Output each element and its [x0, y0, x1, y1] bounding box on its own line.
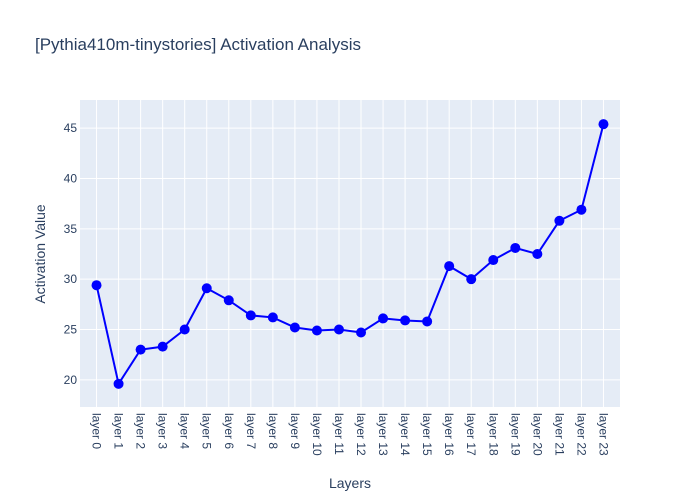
y-tick-label: 35: [64, 222, 78, 236]
data-point: [532, 249, 543, 260]
y-tick-label: 45: [64, 121, 78, 135]
data-point: [267, 312, 278, 323]
data-point: [510, 242, 521, 253]
x-tick-label: layer 18: [486, 413, 500, 456]
x-tick-label: layer 20: [530, 413, 544, 456]
x-tick-label: layer 8: [266, 413, 280, 449]
data-point: [113, 378, 124, 389]
y-axis-title: Activation Value: [32, 204, 48, 304]
x-tick-label: layer 9: [288, 413, 302, 449]
x-axis-title: Layers: [329, 475, 371, 491]
x-tick-labels: layer 0 layer 1 layer 2 layer 3 layer 4 layer…: [90, 413, 611, 456]
x-tick-label: layer 23: [596, 413, 610, 456]
data-point: [554, 215, 565, 226]
data-point: [311, 325, 322, 336]
x-tick-label: layer 16: [442, 413, 456, 456]
x-tick-label: layer 6: [222, 413, 236, 449]
data-point: [598, 119, 609, 130]
chart-title: [Pythia410m-tinystories] Activation Anal…: [35, 35, 361, 54]
data-point: [333, 324, 344, 335]
data-point: [400, 315, 411, 326]
data-point: [223, 295, 234, 306]
series-markers: [91, 119, 609, 389]
x-tick-label: layer 17: [464, 413, 478, 456]
data-point: [488, 255, 499, 266]
y-tick-label: 20: [64, 373, 78, 387]
x-tick-label: layer 7: [244, 413, 258, 449]
data-point: [135, 344, 146, 355]
x-tick-label: layer 21: [552, 413, 566, 456]
x-tick-label: layer 2: [134, 413, 148, 449]
x-tick-label: layer 19: [508, 413, 522, 456]
y-tick-labels: 20 25 30 35 40 45: [64, 121, 78, 387]
grid-lines: [80, 100, 620, 407]
x-tick-label: layer 10: [310, 413, 324, 456]
x-tick-label: layer 4: [178, 413, 192, 449]
x-tick-label: layer 15: [420, 413, 434, 456]
data-point: [356, 327, 367, 338]
x-tick-label: layer 1: [112, 413, 126, 449]
data-point: [179, 324, 190, 335]
x-tick-label: layer 11: [332, 413, 346, 455]
x-tick-label: layer 3: [156, 413, 170, 449]
x-tick-label: layer 22: [574, 413, 588, 456]
data-point: [201, 283, 212, 294]
data-point: [576, 204, 587, 215]
data-point: [378, 313, 389, 324]
data-point: [157, 341, 168, 352]
x-tick-label: layer 0: [90, 413, 104, 449]
x-tick-label: layer 13: [376, 413, 390, 456]
data-point: [289, 322, 300, 333]
plot-area: [80, 100, 620, 407]
y-tick-label: 30: [64, 272, 78, 286]
data-point: [444, 261, 455, 272]
x-tick-label: layer 5: [200, 413, 214, 449]
x-tick-label: layer 14: [398, 413, 412, 456]
data-point: [245, 310, 256, 321]
data-point: [466, 274, 477, 285]
data-point: [422, 316, 433, 327]
y-tick-label: 40: [64, 172, 78, 186]
y-tick-label: 25: [64, 322, 78, 336]
x-tick-label: layer 12: [354, 413, 368, 456]
data-point: [91, 280, 102, 291]
